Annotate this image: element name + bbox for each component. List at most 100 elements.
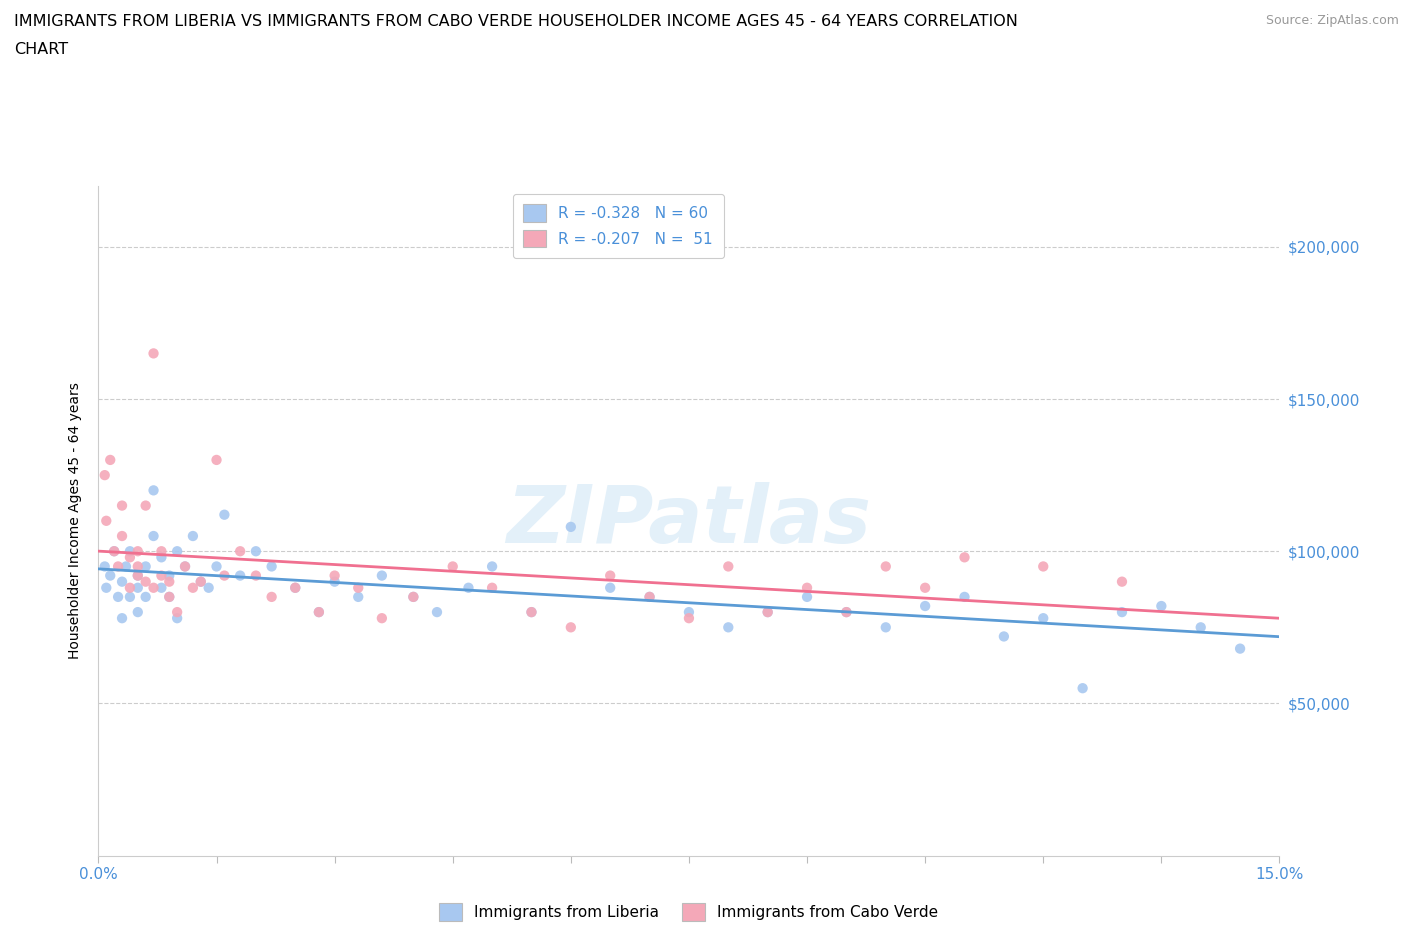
Point [599,580,621,595]
Point [678,611,700,626]
Point [245,544,267,559]
Point [717,620,740,635]
Point [103,544,125,559]
Point [197,580,219,595]
Point [157,590,180,604]
Text: CHART: CHART [14,42,67,57]
Point [347,590,370,604]
Point [96,580,118,595]
Point [260,590,283,604]
Point [214,568,236,583]
Point [638,590,661,604]
Point [142,483,165,498]
Point [93,559,115,574]
Point [678,604,700,619]
Point [157,574,180,589]
Point [520,604,543,619]
Point [756,604,779,619]
Point [875,620,897,635]
Point [118,550,141,565]
Point [402,590,425,604]
Point [98,453,121,468]
Point [142,528,165,543]
Point [150,544,173,559]
Point [323,568,346,583]
Y-axis label: Householder Income Ages 45 - 64 years: Householder Income Ages 45 - 64 years [69,382,83,659]
Text: Source: ZipAtlas.com: Source: ZipAtlas.com [1265,14,1399,27]
Point [308,604,330,619]
Text: IMMIGRANTS FROM LIBERIA VS IMMIGRANTS FROM CABO VERDE HOUSEHOLDER INCOME AGES 45: IMMIGRANTS FROM LIBERIA VS IMMIGRANTS FR… [14,14,1018,29]
Point [135,559,157,574]
Point [127,568,149,583]
Point [1032,611,1054,626]
Point [103,544,125,559]
Point [118,590,141,604]
Point [1111,574,1133,589]
Point [150,568,173,583]
Point [127,568,149,583]
Point [347,580,370,595]
Point [166,544,188,559]
Point [115,559,138,574]
Point [993,629,1015,644]
Point [481,580,503,595]
Point [127,604,149,619]
Point [127,559,149,574]
Point [190,574,212,589]
Point [174,559,197,574]
Point [107,559,129,574]
Point [638,590,661,604]
Point [835,604,858,619]
Point [142,346,165,361]
Point [111,498,134,513]
Point [229,568,252,583]
Point [875,559,897,574]
Point [157,590,180,604]
Point [914,580,936,595]
Point [323,574,346,589]
Point [93,468,115,483]
Point [214,507,236,522]
Point [111,611,134,626]
Point [166,611,188,626]
Point [914,599,936,614]
Point [135,590,157,604]
Point [166,604,188,619]
Point [98,568,121,583]
Point [135,498,157,513]
Point [284,580,307,595]
Point [181,528,204,543]
Point [118,544,141,559]
Point [426,604,449,619]
Point [150,550,173,565]
Point [142,580,165,595]
Point [127,580,149,595]
Point [118,580,141,595]
Point [560,520,582,535]
Point [284,580,307,595]
Point [1150,599,1173,614]
Point [520,604,543,619]
Point [560,620,582,635]
Point [481,559,503,574]
Point [229,544,252,559]
Legend: Immigrants from Liberia, Immigrants from Cabo Verde: Immigrants from Liberia, Immigrants from… [432,896,946,928]
Point [245,568,267,583]
Point [174,559,197,574]
Point [157,568,180,583]
Point [107,590,129,604]
Point [796,590,818,604]
Point [111,528,134,543]
Point [371,568,394,583]
Point [835,604,858,619]
Point [96,513,118,528]
Point [457,580,479,595]
Point [1189,620,1212,635]
Point [260,559,283,574]
Point [756,604,779,619]
Point [953,590,976,604]
Point [402,590,425,604]
Point [308,604,330,619]
Point [190,574,212,589]
Point [150,580,173,595]
